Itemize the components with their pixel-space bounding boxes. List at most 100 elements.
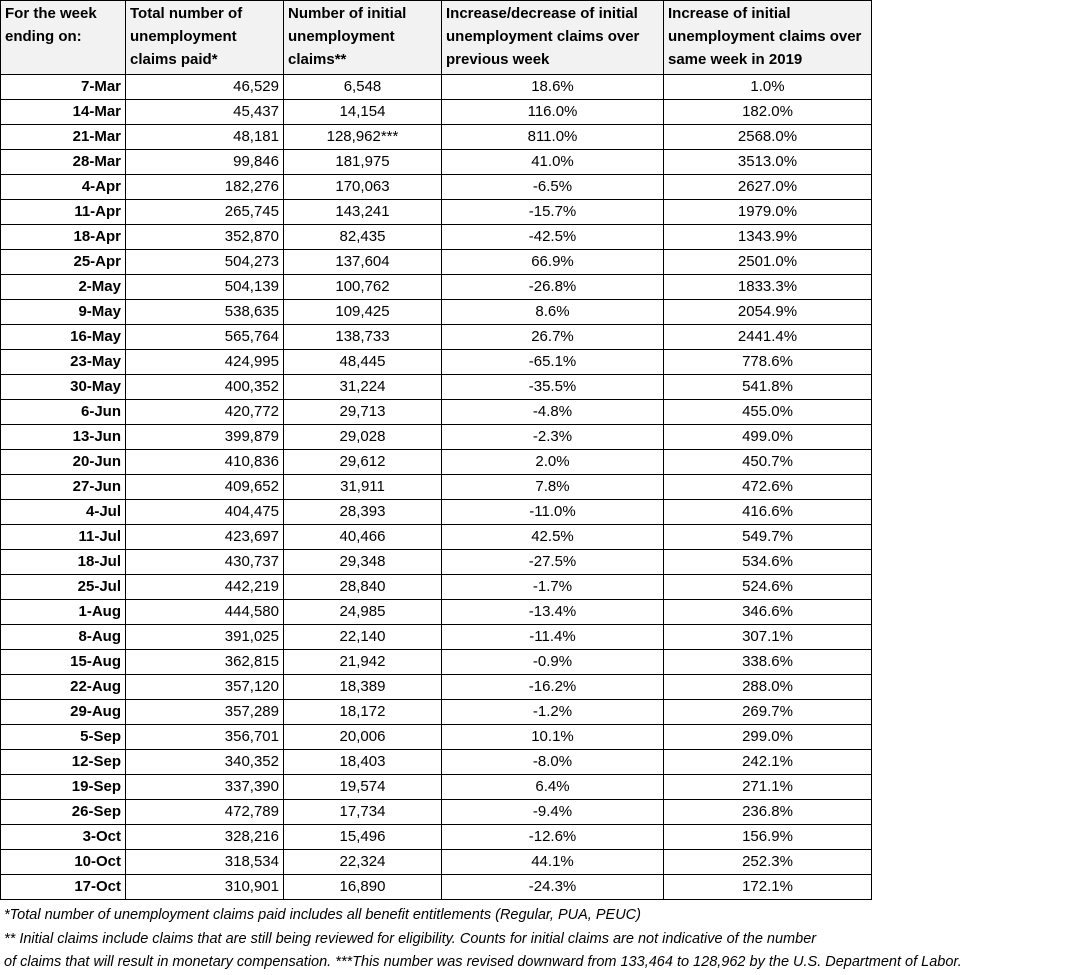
table-cell: 442,219 xyxy=(125,574,284,600)
table-row: 4-Apr 182,276 170,063 -6.5% 2627.0% xyxy=(0,174,872,200)
table-cell: 137,604 xyxy=(283,249,442,275)
table-cell: 18-Apr xyxy=(0,224,126,250)
table-cell: 182,276 xyxy=(125,174,284,200)
table-cell: 299.0% xyxy=(663,724,872,750)
table-cell: 391,025 xyxy=(125,624,284,650)
table-cell: 44.1% xyxy=(441,849,664,875)
header-cell: Number of initial unemployment claims** xyxy=(283,0,442,75)
table-row: 16-May 565,764 138,733 26.7% 2441.4% xyxy=(0,324,872,350)
table-cell: 26.7% xyxy=(441,324,664,350)
table-row: 25-Jul 442,219 28,840 -1.7% 524.6% xyxy=(0,574,872,600)
table-cell: -9.4% xyxy=(441,799,664,825)
table-row: 18-Apr 352,870 82,435 -42.5% 1343.9% xyxy=(0,224,872,250)
table-row: 23-May 424,995 48,445 -65.1% 778.6% xyxy=(0,349,872,375)
table-cell: 41.0% xyxy=(441,149,664,175)
table-cell: 307.1% xyxy=(663,624,872,650)
table-cell: 18.6% xyxy=(441,74,664,100)
table-cell: 565,764 xyxy=(125,324,284,350)
table-cell: 21,942 xyxy=(283,649,442,675)
table-cell: 409,652 xyxy=(125,474,284,500)
table-cell: 328,216 xyxy=(125,824,284,850)
table-cell: 24,985 xyxy=(283,599,442,625)
table-cell: 538,635 xyxy=(125,299,284,325)
table-row: 29-Aug 357,289 18,172 -1.2% 269.7% xyxy=(0,699,872,725)
table-cell: 15-Aug xyxy=(0,649,126,675)
table-row: 21-Mar 48,181 128,962*** 811.0% 2568.0% xyxy=(0,124,872,150)
table-row: 18-Jul 430,737 29,348 -27.5% 534.6% xyxy=(0,549,872,575)
table-row: 20-Jun 410,836 29,612 2.0% 450.7% xyxy=(0,449,872,475)
table-cell: -35.5% xyxy=(441,374,664,400)
table-row: 6-Jun 420,772 29,713 -4.8% 455.0% xyxy=(0,399,872,425)
table-row: 7-Mar 46,529 6,548 18.6% 1.0% xyxy=(0,74,872,100)
table-row: 22-Aug 357,120 18,389 -16.2% 288.0% xyxy=(0,674,872,700)
table-cell: 504,139 xyxy=(125,274,284,300)
table-cell: 338.6% xyxy=(663,649,872,675)
table-body: 7-Mar 46,529 6,548 18.6% 1.0% 14-Mar 45,437 14,… xyxy=(0,74,872,900)
table-cell: 170,063 xyxy=(283,174,442,200)
header-cell: For the week ending on: xyxy=(0,0,126,75)
table-row: 25-Apr 504,273 137,604 66.9% 2501.0% xyxy=(0,249,872,275)
table-cell: 10.1% xyxy=(441,724,664,750)
table-cell: 1.0% xyxy=(663,74,872,100)
table-cell: 265,745 xyxy=(125,199,284,225)
table-cell: 444,580 xyxy=(125,599,284,625)
table-row: 11-Jul 423,697 40,466 42.5% 549.7% xyxy=(0,524,872,550)
table-cell: 48,181 xyxy=(125,124,284,150)
table-cell: 2.0% xyxy=(441,449,664,475)
table-cell: 4-Jul xyxy=(0,499,126,525)
table-cell: -1.7% xyxy=(441,574,664,600)
table-cell: 182.0% xyxy=(663,99,872,125)
table-cell: 16,890 xyxy=(283,874,442,900)
table-row: 28-Mar 99,846 181,975 41.0% 3513.0% xyxy=(0,149,872,175)
table-cell: 504,273 xyxy=(125,249,284,275)
table-cell: 20-Jun xyxy=(0,449,126,475)
table-cell: 19-Sep xyxy=(0,774,126,800)
table-cell: 11-Apr xyxy=(0,199,126,225)
table-cell: 82,435 xyxy=(283,224,442,250)
table-cell: -27.5% xyxy=(441,549,664,575)
table-cell: 269.7% xyxy=(663,699,872,725)
table-cell: 7-Mar xyxy=(0,74,126,100)
table-cell: 19,574 xyxy=(283,774,442,800)
footnote: ** Initial claims include claims that ar… xyxy=(4,930,817,947)
table-cell: 172.1% xyxy=(663,874,872,900)
table-cell: 99,846 xyxy=(125,149,284,175)
table-cell: -15.7% xyxy=(441,199,664,225)
table-cell: -12.6% xyxy=(441,824,664,850)
table-cell: 400,352 xyxy=(125,374,284,400)
table-cell: 156.9% xyxy=(663,824,872,850)
table-cell: 3-Oct xyxy=(0,824,126,850)
table-cell: 499.0% xyxy=(663,424,872,450)
table-row: 26-Sep 472,789 17,734 -9.4% 236.8% xyxy=(0,799,872,825)
footnote: *Total number of unemployment claims pai… xyxy=(4,907,641,923)
table-row: 15-Aug 362,815 21,942 -0.9% 338.6% xyxy=(0,649,872,675)
table-cell: 29,028 xyxy=(283,424,442,450)
table-cell: 2568.0% xyxy=(663,124,872,150)
table-cell: 534.6% xyxy=(663,549,872,575)
table-cell: 25-Apr xyxy=(0,249,126,275)
table-cell: 45,437 xyxy=(125,99,284,125)
table-cell: 2054.9% xyxy=(663,299,872,325)
table-row: 27-Jun 409,652 31,911 7.8% 472.6% xyxy=(0,474,872,500)
table-cell: 3513.0% xyxy=(663,149,872,175)
table-row: 3-Oct 328,216 15,496 -12.6% 156.9% xyxy=(0,824,872,850)
table-cell: 1979.0% xyxy=(663,199,872,225)
table-row: 9-May 538,635 109,425 8.6% 2054.9% xyxy=(0,299,872,325)
table-cell: 18,172 xyxy=(283,699,442,725)
table-cell: 1-Aug xyxy=(0,599,126,625)
table-row: 13-Jun 399,879 29,028 -2.3% 499.0% xyxy=(0,424,872,450)
table-cell: 48,445 xyxy=(283,349,442,375)
footnotes: *Total number of unemployment claims pai… xyxy=(0,904,1079,975)
table-cell: 236.8% xyxy=(663,799,872,825)
table-row: 10-Oct 318,534 22,324 44.1% 252.3% xyxy=(0,849,872,875)
table-cell: 310,901 xyxy=(125,874,284,900)
table-cell: -42.5% xyxy=(441,224,664,250)
table-cell: 22-Aug xyxy=(0,674,126,700)
claims-table: For the week ending on: Total number of u… xyxy=(0,0,872,900)
table-cell: -24.3% xyxy=(441,874,664,900)
header-cell: Increase of initial unemployment claims … xyxy=(663,0,872,75)
table-cell: 357,120 xyxy=(125,674,284,700)
table-cell: 337,390 xyxy=(125,774,284,800)
table-cell: -13.4% xyxy=(441,599,664,625)
table-cell: 20,006 xyxy=(283,724,442,750)
